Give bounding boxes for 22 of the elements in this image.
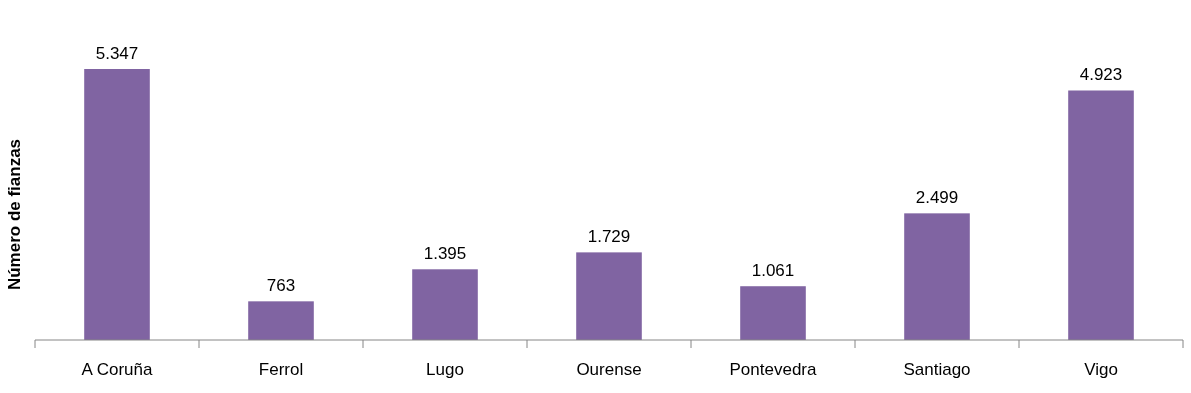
x-tick-label: Ferrol	[258, 360, 304, 379]
bar	[84, 69, 150, 340]
bar	[576, 252, 642, 340]
data-label: 5.347	[95, 44, 139, 63]
y-axis-title: Número de fianzas	[5, 138, 24, 291]
x-tick-label: Pontevedra	[729, 360, 818, 379]
x-tick-label: Santiago	[903, 360, 971, 379]
x-tick-label: Lugo	[426, 360, 464, 379]
bar	[904, 213, 970, 340]
x-tick-label: Vigo	[1084, 360, 1118, 379]
x-tick-label: Ourense	[576, 360, 642, 379]
data-label: 1.729	[587, 227, 631, 247]
data-label: 1.061	[751, 261, 795, 281]
data-label: 763	[266, 276, 296, 296]
bar	[1068, 90, 1134, 340]
x-tick-label: A Coruña	[81, 360, 153, 379]
bar	[412, 269, 478, 340]
data-label: 1.395	[423, 244, 467, 264]
bar	[248, 301, 314, 340]
data-label: 2.499	[915, 188, 959, 208]
data-label: 4.923	[1079, 65, 1123, 85]
bar	[740, 286, 806, 340]
